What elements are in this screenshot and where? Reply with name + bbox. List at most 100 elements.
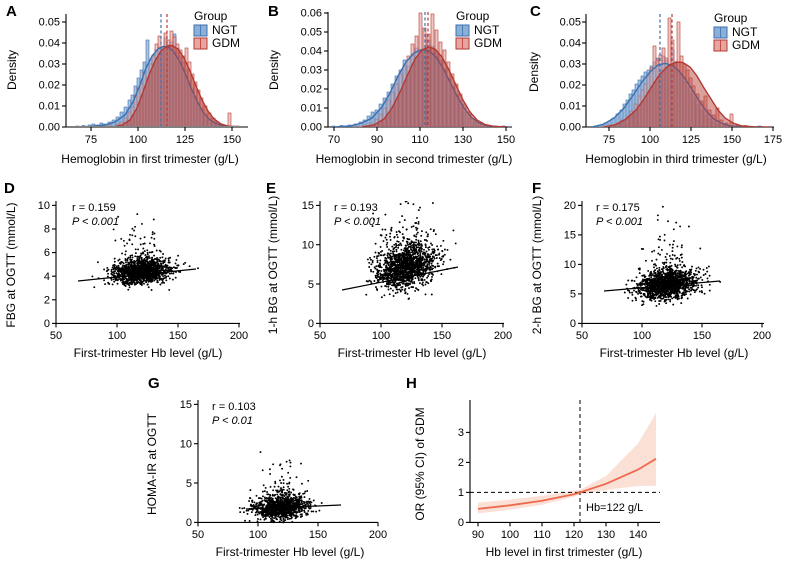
svg-text:0.03: 0.03 — [560, 59, 581, 71]
svg-text:0.01: 0.01 — [560, 101, 581, 113]
svg-text:0.04: 0.04 — [560, 38, 581, 50]
svg-text:0: 0 — [186, 517, 192, 529]
svg-text:175: 175 — [764, 134, 782, 146]
svg-text:2: 2 — [44, 294, 50, 306]
panel-a-xticks: 75 100 125 150 — [85, 127, 241, 146]
svg-text:5: 5 — [570, 289, 576, 301]
svg-text:0.01: 0.01 — [301, 103, 322, 115]
svg-text:0.02: 0.02 — [39, 80, 60, 92]
svg-text:70: 70 — [328, 134, 340, 146]
svg-text:125: 125 — [682, 134, 700, 146]
panel-f-points — [603, 205, 722, 307]
svg-text:200: 200 — [753, 330, 771, 342]
svg-text:5: 5 — [186, 478, 192, 490]
svg-text:110: 110 — [411, 134, 429, 146]
svg-text:100: 100 — [108, 330, 126, 342]
svg-text:150: 150 — [223, 134, 241, 146]
svg-text:GDM: GDM — [732, 38, 760, 52]
svg-text:0.05: 0.05 — [39, 17, 60, 29]
panel-c-ylabel: Density — [527, 52, 541, 92]
svg-text:50: 50 — [576, 330, 588, 342]
panel-f-letter: F — [532, 180, 542, 197]
panel-c-yticks: 0.00 0.01 0.02 0.03 0.04 0.05 — [560, 17, 586, 134]
panel-b-letter: B — [268, 3, 279, 20]
panel-b-xlabel: Hemoglobin in second trimester (g/L) — [316, 152, 513, 166]
panel-c-plot: Density 0.00 0.01 0.02 0.03 0.04 0.05 — [527, 11, 782, 166]
panel-a-yticks: 0.00 0.01 0.02 0.03 0.04 0.05 — [39, 17, 66, 134]
panel-b-plot: Density 0.00 0.01 0.02 0.03 0.04 0.05 0.… — [267, 8, 515, 167]
svg-text:NGT: NGT — [732, 25, 758, 39]
panel-f-r: r = 0.175 — [596, 202, 640, 214]
panel-e-letter: E — [266, 180, 277, 197]
panel-h-annotation: Hb=122 g/L — [586, 502, 643, 514]
legend-title: Group — [194, 9, 228, 23]
panel-c-xlabel: Hemoglobin in third trimester (g/L) — [585, 152, 766, 166]
panel-g-r: r = 0.103 — [212, 401, 256, 413]
panel-e-r: r = 0.193 — [334, 202, 378, 214]
panel-f: F 2-h BG at OGTT (mmol/L) 20 15 10 5 0 r… — [524, 175, 790, 370]
svg-text:0: 0 — [308, 318, 314, 330]
svg-text:0.03: 0.03 — [301, 65, 322, 77]
legend-item-gdm: GDM — [212, 36, 240, 50]
panel-e-yticks: 15 10 5 0 — [302, 200, 320, 330]
panel-c-xticks: 75 100 125 150 175 — [603, 127, 782, 146]
svg-text:150: 150 — [169, 330, 187, 342]
legend-item-ngt: NGT — [212, 23, 238, 37]
svg-text:0: 0 — [44, 318, 50, 330]
panel-f-p: P < 0.001 — [596, 216, 643, 228]
svg-text:10: 10 — [302, 240, 314, 252]
panel-d: D FBG at OGTT (mmol/L) 10 8 6 4 2 0 r = … — [0, 175, 262, 370]
svg-text:75: 75 — [603, 134, 615, 146]
panel-d-xlabel: First-trimester Hb level (g/L) — [74, 346, 223, 360]
svg-text:0: 0 — [570, 318, 576, 330]
panel-g-points — [238, 451, 342, 524]
panel-e-points — [341, 201, 459, 300]
panel-c: C Density 0.00 0.01 0.02 0.03 0.04 0.05 — [524, 0, 790, 175]
svg-text:5: 5 — [308, 279, 314, 291]
panel-f-plot: 2-h BG at OGTT (mmol/L) 20 15 10 5 0 r =… — [530, 196, 771, 360]
svg-text:125: 125 — [176, 134, 194, 146]
svg-text:15: 15 — [564, 230, 576, 242]
panel-h-curve — [470, 400, 660, 523]
panel-a-letter: A — [6, 3, 17, 20]
svg-text:0.00: 0.00 — [560, 122, 581, 134]
panel-h-plot: OR (95% CI) of GDM 3 2 1 0 Hb=122 g/L — [413, 400, 660, 559]
panel-d-p: P < 0.001 — [72, 216, 119, 228]
panel-e-ylabel: 1-h BG at OGTT (mmol/L) — [266, 196, 280, 334]
panel-g-xticks: 50 100 150 200 — [192, 522, 387, 541]
svg-text:Group: Group — [714, 11, 748, 25]
panel-g-yticks: 15 10 5 0 — [180, 399, 198, 529]
svg-text:NGT: NGT — [474, 23, 500, 37]
svg-text:Group: Group — [456, 9, 490, 23]
panel-b: B Density 0.00 0.01 0.02 0.03 0.04 0.05 … — [262, 0, 524, 175]
svg-text:0.06: 0.06 — [301, 8, 322, 20]
svg-text:130: 130 — [454, 134, 472, 146]
panel-d-plot: FBG at OGTT (mmol/L) 10 8 6 4 2 0 r = 0.… — [4, 200, 248, 360]
svg-text:GDM: GDM — [474, 36, 502, 50]
svg-text:200: 200 — [494, 330, 512, 342]
panel-d-xticks: 50 100 150 200 — [50, 323, 248, 342]
svg-text:150: 150 — [497, 134, 515, 146]
svg-text:10: 10 — [564, 259, 576, 271]
svg-text:10: 10 — [180, 439, 192, 451]
svg-text:200: 200 — [230, 330, 248, 342]
panel-a-xlabel: Hemoglobin in first trimester (g/L) — [61, 152, 238, 166]
panel-f-yticks: 20 15 10 5 0 — [564, 200, 582, 330]
svg-text:50: 50 — [50, 330, 62, 342]
panel-e-xlabel: First-trimester Hb level (g/L) — [338, 346, 487, 360]
panel-c-legend: Group NGT GDM — [713, 11, 760, 52]
panel-d-ylabel: FBG at OGTT (mmol/L) — [4, 202, 18, 327]
panel-f-ylabel: 2-h BG at OGTT (mmol/L) — [530, 196, 544, 334]
panel-h-xticks: 90 100 110 120 130 140 — [472, 522, 647, 541]
svg-text:15: 15 — [302, 200, 314, 212]
panel-c-bars — [591, 14, 770, 127]
panel-h: H OR (95% CI) of GDM 3 2 1 0 Hb=122 g/L — [398, 372, 698, 568]
svg-text:0.03: 0.03 — [39, 59, 60, 71]
panel-e-xticks: 50 100 150 200 — [314, 323, 512, 342]
panel-d-r: r = 0.159 — [72, 202, 116, 214]
panel-b-legend: Group NGT GDM — [455, 9, 502, 50]
panel-a-ylabel: Density — [5, 50, 19, 90]
panel-f-xlabel: First-trimester Hb level (g/L) — [600, 346, 749, 360]
panel-g-xlabel: First-trimester Hb level (g/L) — [216, 545, 365, 559]
panel-d-points — [77, 213, 199, 291]
